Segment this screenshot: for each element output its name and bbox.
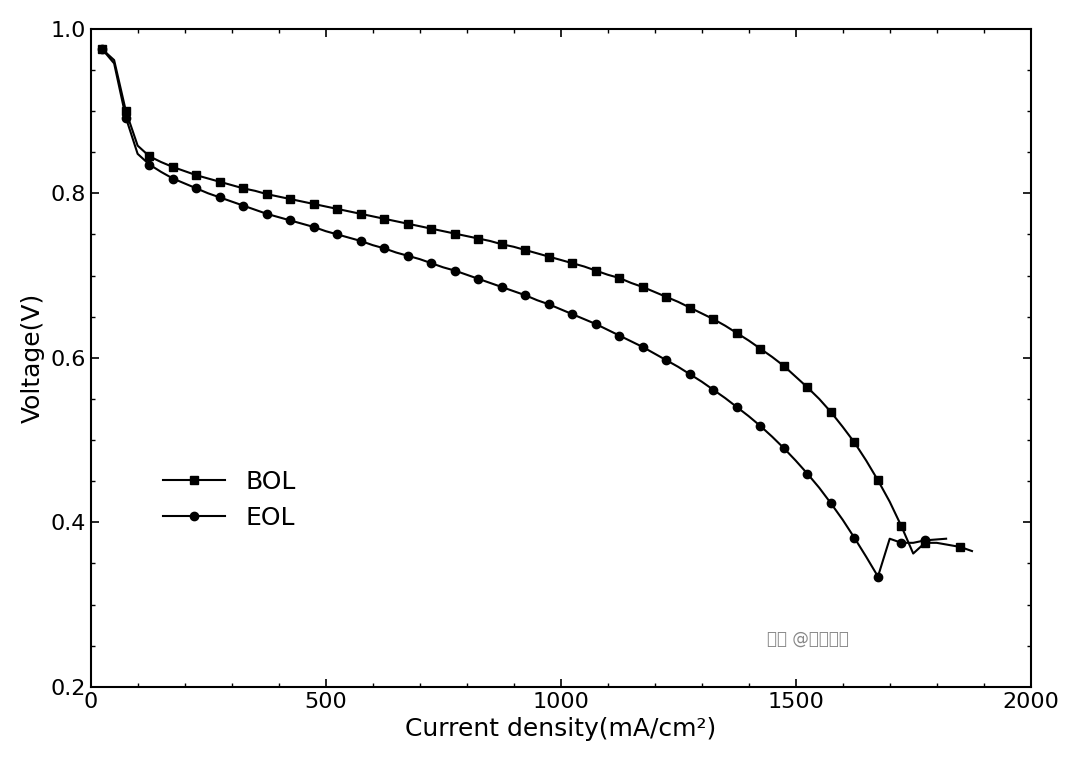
BOL: [578, 262, 591, 271]
EOL: [940, 534, 953, 543]
EOL: [96, 45, 109, 54]
BOL: [284, 194, 297, 203]
EOL: [624, 337, 637, 346]
X-axis label: Current density(mA/cm²): Current density(mA/cm²): [405, 717, 716, 741]
Text: 知乎 @友治国际: 知乎 @友治国际: [768, 629, 849, 647]
Line: BOL: BOL: [98, 45, 976, 558]
EOL: [566, 309, 579, 319]
EOL: [660, 356, 673, 365]
Line: EOL: EOL: [98, 45, 950, 581]
EOL: [296, 219, 309, 229]
BOL: [566, 258, 579, 267]
Legend: BOL, EOL: BOL, EOL: [150, 457, 308, 543]
BOL: [907, 549, 920, 558]
Y-axis label: Voltage(V): Voltage(V): [21, 293, 45, 423]
BOL: [272, 192, 285, 201]
BOL: [872, 475, 885, 485]
BOL: [96, 45, 109, 54]
EOL: [214, 193, 227, 202]
BOL: [378, 214, 391, 223]
BOL: [966, 546, 978, 555]
EOL: [872, 572, 885, 581]
EOL: [378, 244, 391, 253]
